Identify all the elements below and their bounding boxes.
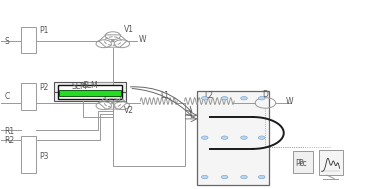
Text: Pc: Pc [299, 159, 307, 168]
Bar [54, 92, 126, 101]
Text: W: W [138, 35, 146, 44]
Bar [293, 151, 313, 173]
Text: P3: P3 [39, 152, 48, 161]
Circle shape [221, 136, 228, 139]
Text: SLM: SLM [82, 81, 98, 90]
Circle shape [111, 102, 114, 104]
Text: SLM: SLM [72, 82, 87, 91]
Circle shape [221, 175, 228, 179]
Bar [197, 91, 269, 184]
Circle shape [201, 175, 208, 179]
Text: V2: V2 [124, 106, 134, 115]
Text: C: C [4, 92, 10, 101]
Text: L2: L2 [204, 91, 213, 100]
Circle shape [258, 136, 265, 139]
Circle shape [111, 40, 114, 42]
Text: R1: R1 [4, 127, 14, 136]
Text: P2: P2 [39, 83, 48, 92]
Text: S: S [4, 37, 9, 46]
Circle shape [201, 136, 208, 139]
Bar [21, 136, 36, 173]
Circle shape [241, 175, 247, 179]
Circle shape [241, 97, 247, 100]
Bar [54, 82, 126, 92]
Circle shape [258, 97, 265, 100]
Circle shape [241, 136, 247, 139]
Bar [58, 85, 122, 99]
Text: R2: R2 [4, 136, 14, 145]
Text: W: W [286, 97, 293, 106]
Bar [59, 90, 121, 96]
Circle shape [258, 175, 265, 179]
Circle shape [201, 97, 208, 100]
Text: V1: V1 [124, 25, 134, 34]
Bar [21, 27, 36, 53]
Circle shape [221, 97, 228, 100]
Text: D: D [262, 90, 268, 99]
Bar [319, 150, 342, 175]
Text: L1: L1 [161, 91, 169, 100]
Text: P1: P1 [39, 26, 48, 35]
Text: Pc: Pc [295, 159, 304, 168]
Bar [21, 83, 36, 109]
